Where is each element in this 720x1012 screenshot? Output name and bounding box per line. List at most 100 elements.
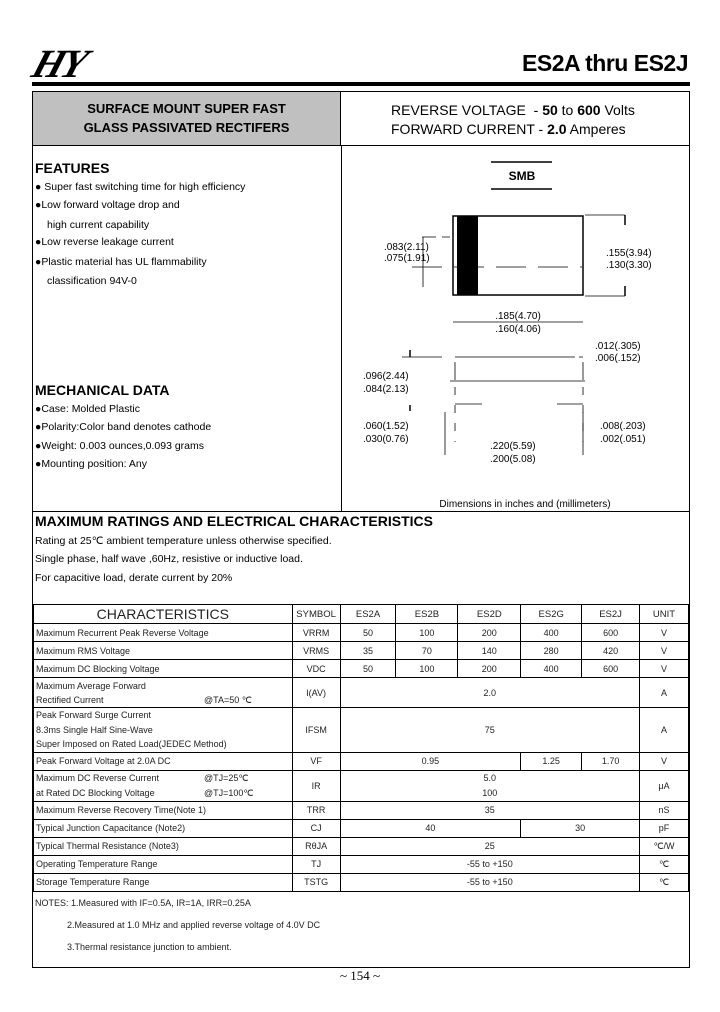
header-rule bbox=[32, 82, 690, 86]
table-cell: 35 bbox=[339, 800, 641, 820]
table-cell: ES2J bbox=[581, 604, 641, 624]
feature-item: classification 94V-0 bbox=[47, 275, 137, 287]
dimension-label: .220(5.59) bbox=[490, 441, 536, 452]
table-cell: μA bbox=[639, 769, 689, 802]
table-row: Typical Thermal Resistance (Note3) RθJA 25… bbox=[33, 836, 689, 856]
table-cell: CHARACTERISTICS bbox=[33, 604, 293, 624]
table-cell: CJ bbox=[291, 818, 341, 838]
table-cell: 600 bbox=[581, 623, 641, 642]
table-cell: 70 bbox=[395, 641, 459, 660]
note-item: 2.Measured at 1.0 MHz and applied revers… bbox=[67, 920, 321, 930]
dimension-label: .012(.305) bbox=[595, 341, 641, 352]
table-cell: A bbox=[639, 677, 689, 708]
table-cell: IFSM bbox=[291, 707, 341, 753]
table-row: Maximum Reverse Recovery Time(Note 1) TRR… bbox=[33, 800, 689, 820]
table-row: Maximum RMS Voltage VRMS 35 70 140 280 420 V bbox=[33, 641, 689, 660]
feature-item: ●Low reverse leakage current bbox=[35, 236, 174, 248]
table-cell: 5.0 100 bbox=[339, 769, 641, 802]
table-row: Maximum Average Forward Rectified Current… bbox=[33, 677, 689, 708]
table-cell: Maximum Average Forward Rectified Current… bbox=[33, 677, 293, 708]
table-cell: 50 bbox=[339, 623, 397, 642]
table-cell: Storage Temperature Range bbox=[33, 872, 293, 892]
note-item: NOTES: 1.Measured with IF=0.5A, IR=1A, I… bbox=[35, 898, 251, 908]
table-cell: ES2B bbox=[395, 604, 459, 624]
dimension-label: .060(1.52) bbox=[363, 421, 409, 432]
table-cell: -55 to +150 bbox=[339, 854, 641, 874]
table-cell: Operating Temperature Range bbox=[33, 854, 293, 874]
column-divider bbox=[341, 146, 342, 511]
reverse-voltage: REVERSE VOLTAGE - 50 to 600 Volts bbox=[391, 102, 635, 118]
dimension-label: .083(2.11) bbox=[384, 242, 429, 253]
datasheet-frame: SURFACE MOUNT SUPER FAST GLASS PASSIVATE… bbox=[32, 91, 690, 968]
table-cell: -55 to +150 bbox=[339, 872, 641, 892]
dimension-label: .002(.051) bbox=[600, 434, 646, 445]
table-cell: 200 bbox=[457, 659, 522, 678]
table-cell: Peak Forward Surge Current 8.3ms Single H… bbox=[33, 707, 293, 753]
table-cell: 280 bbox=[520, 641, 583, 660]
table-cell: Maximum Recurrent Peak Reverse Voltage bbox=[33, 623, 293, 642]
table-cell: Maximum DC Reverse Current @TJ=25℃ at Rate… bbox=[33, 769, 293, 802]
table-cell: V bbox=[639, 659, 689, 678]
hy-logo: HY bbox=[26, 41, 92, 86]
package-name: SMB bbox=[509, 169, 536, 183]
section-divider bbox=[33, 511, 689, 512]
ratings-note: Single phase, half wave ,60Hz, resistive… bbox=[35, 553, 303, 565]
table-cell: I(AV) bbox=[291, 677, 341, 708]
table-cell: 140 bbox=[457, 641, 522, 660]
table-cell: RθJA bbox=[291, 836, 341, 856]
table-cell: ℃/W bbox=[639, 836, 689, 856]
table-cell: Maximum DC Blocking Voltage bbox=[33, 659, 293, 678]
dimension-label: .008(.203) bbox=[600, 421, 646, 432]
table-cell: 75 bbox=[339, 707, 641, 753]
table-cell: 35 bbox=[339, 641, 397, 660]
table-cell: VRRM bbox=[291, 623, 341, 642]
feature-item: high current capability bbox=[47, 219, 150, 231]
table-cell: ES2G bbox=[520, 604, 583, 624]
description-line: GLASS PASSIVATED RECTIFERS bbox=[83, 120, 290, 135]
table-cell: nS bbox=[639, 800, 689, 820]
table-cell: ES2A bbox=[339, 604, 397, 624]
cathode-band bbox=[457, 216, 478, 295]
dimension-label: .185(4.70) bbox=[495, 311, 541, 322]
table-row: Peak Forward Surge Current 8.3ms Single H… bbox=[33, 707, 689, 753]
table-cell: ℃ bbox=[639, 854, 689, 874]
mechanical-heading: MECHANICAL DATA bbox=[35, 382, 170, 398]
ratings-summary: REVERSE VOLTAGE - 50 to 600 Volts FORWAR… bbox=[391, 101, 635, 139]
table-cell: 420 bbox=[581, 641, 641, 660]
dimension-label: .030(0.76) bbox=[363, 434, 409, 445]
table-cell: 600 bbox=[581, 659, 641, 678]
table-cell: TRR bbox=[291, 800, 341, 820]
table-cell: V bbox=[639, 641, 689, 660]
table-row: Storage Temperature Range TSTG -55 to +150… bbox=[33, 872, 689, 892]
dimension-label: .075(1.91) bbox=[384, 253, 430, 264]
table-cell: 25 bbox=[339, 836, 641, 856]
table-cell: 200 bbox=[457, 623, 522, 642]
table-cell: Peak Forward Voltage at 2.0A DC bbox=[33, 751, 293, 771]
table-cell: V bbox=[639, 623, 689, 642]
table-cell: 0.95 bbox=[339, 751, 522, 771]
table-row: Operating Temperature Range TJ -55 to +150… bbox=[33, 854, 689, 874]
table-cell: 400 bbox=[520, 623, 583, 642]
table-cell: ES2D bbox=[457, 604, 522, 624]
forward-current: FORWARD CURRENT - 2.0 Amperes bbox=[391, 121, 626, 137]
characteristics-table: CHARACTERISTICS SYMBOL ES2A ES2B ES2D ES2G ES2… bbox=[33, 604, 689, 892]
table-row: Peak Forward Voltage at 2.0A DC VF 0.95 1.2… bbox=[33, 751, 689, 771]
table-cell: 400 bbox=[520, 659, 583, 678]
dimension-label: .006(.152) bbox=[595, 353, 641, 364]
table-cell: 40 bbox=[339, 818, 522, 838]
table-cell: Maximum RMS Voltage bbox=[33, 641, 293, 660]
description-line: SURFACE MOUNT SUPER FAST bbox=[87, 101, 286, 116]
table-cell: pF bbox=[639, 818, 689, 838]
dimensions-caption: Dimensions in inches and (millimeters) bbox=[439, 499, 610, 510]
dimension-label: .130(3.30) bbox=[606, 260, 652, 271]
table-cell: V bbox=[639, 751, 689, 771]
mechanical-item: ●Case: Molded Plastic bbox=[35, 403, 140, 415]
table-row: Maximum DC Blocking Voltage VDC 50 100 200 40… bbox=[33, 659, 689, 678]
features-heading: FEATURES bbox=[35, 160, 110, 176]
part-title: ES2A thru ES2J bbox=[522, 50, 688, 76]
mechanical-item: ●Polarity:Color band denotes cathode bbox=[35, 421, 212, 433]
table-cell: TSTG bbox=[291, 872, 341, 892]
feature-item: ●Plastic material has UL flammability bbox=[35, 256, 207, 268]
mechanical-item: ●Mounting position: Any bbox=[35, 458, 147, 470]
table-row: Typical Junction Capacitance (Note2) CJ 40… bbox=[33, 818, 689, 838]
